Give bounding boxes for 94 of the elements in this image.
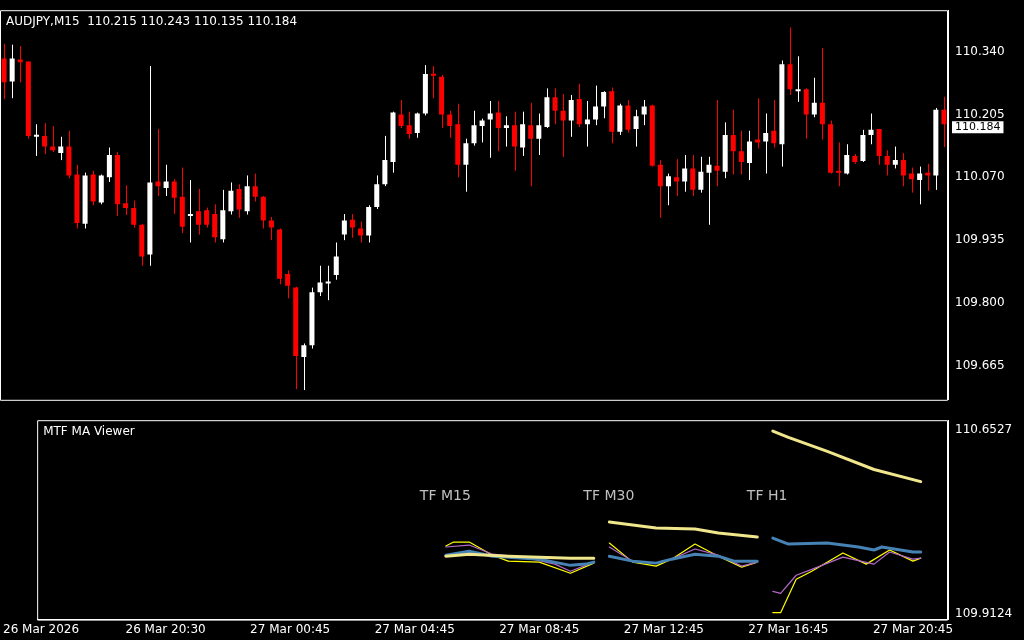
candlestick [690,154,696,197]
candlestick [414,112,420,139]
candlestick [819,47,825,141]
annotation: TF H1 [745,486,788,503]
y-tick-label: 109.9124 [955,605,1013,620]
candlestick [9,44,15,99]
candlestick [560,93,566,158]
x-tick-label: 27 Mar 00:45 [250,621,331,636]
candlestick [171,178,177,215]
x-tick-label: 27 Mar 08:45 [499,621,580,636]
candlestick [317,265,323,297]
candlestick [836,141,842,187]
y-tick-label: 110.340 [955,43,1005,58]
candlestick [131,200,137,229]
candlestick [447,110,453,139]
chart-title: AUDJPY,M15 110.215 110.243 110.135 110.184 [6,14,298,29]
chart-title: MTF MA Viewer [43,424,135,439]
candlestick [795,55,801,103]
candlestick [495,100,501,152]
y-tick-label: 110.205 [955,106,1005,121]
candlestick [763,113,769,175]
candlestick [811,77,817,118]
candlestick [406,111,412,140]
candlestick [42,122,48,155]
candlestick [1,43,7,100]
candlestick [714,99,720,187]
candlestick [868,113,874,145]
y-tick-label: 109.665 [955,357,1005,372]
annotation: TF M15 [418,486,471,503]
candlestick [463,138,469,193]
candlestick [601,90,607,119]
text: 110.184 [955,120,1001,134]
candlestick [430,65,436,99]
candlestick [285,269,291,299]
candlestick [204,207,210,229]
candlestick [349,213,355,239]
candlestick [236,183,242,219]
candlestick [487,100,493,159]
y-tick-label: 109.800 [955,295,1005,310]
candlestick [471,110,477,147]
x-tick-label: 26 Mar 2026 [3,621,80,636]
candlestick [917,166,923,205]
candlestick [941,96,947,148]
candlestick [33,123,39,157]
candlestick [106,147,112,183]
candlestick [593,85,599,126]
candlestick [568,94,574,138]
candlestick [900,152,906,187]
candlestick [341,213,347,241]
candlestick [730,109,736,176]
x-tick-label: 27 Mar 20:45 [872,621,954,636]
candlestick [552,87,558,125]
candlestick [196,188,202,236]
candlestick [268,216,274,241]
candlestick [706,156,712,226]
x-tick-label: 27 Mar 16:45 [748,621,829,636]
candlestick [155,128,161,197]
candlestick [163,164,169,197]
annotation: TF M30 [582,486,635,503]
candlestick [512,111,518,172]
candlestick [657,159,663,219]
candlestick [333,241,339,281]
candlestick [633,109,639,148]
candlestick [252,173,258,203]
candlestick [325,265,331,301]
candlestick [301,342,307,391]
candlestick [674,158,680,197]
candlestick [212,203,218,243]
x-tick-label: 26 Mar 20:30 [125,621,206,636]
candlestick [187,179,193,243]
y-tick-label: 110.070 [955,169,1005,184]
candlestick [536,113,542,156]
y-tick-label: 110.6527 [955,422,1013,437]
candlestick [665,173,671,206]
y-tick-label: 109.935 [955,232,1005,247]
candlestick [738,130,744,176]
candlestick [398,99,404,129]
candlestick [503,115,509,148]
candlestick [771,99,777,149]
candlestick [698,156,704,194]
candlestick [228,181,234,216]
candlestick [58,136,64,161]
candlestick [528,102,534,187]
x-tick-label: 27 Mar 12:45 [623,621,704,636]
x-tick-label: 27 Mar 04:45 [374,621,455,636]
candlestick [884,149,890,176]
candlestick [746,130,752,181]
candlestick [844,143,850,176]
candlestick [374,174,380,210]
candlestick [520,111,526,157]
candlestick [682,154,688,193]
candlestick [123,184,129,216]
candlestick [260,195,266,230]
candlestick [892,146,898,169]
